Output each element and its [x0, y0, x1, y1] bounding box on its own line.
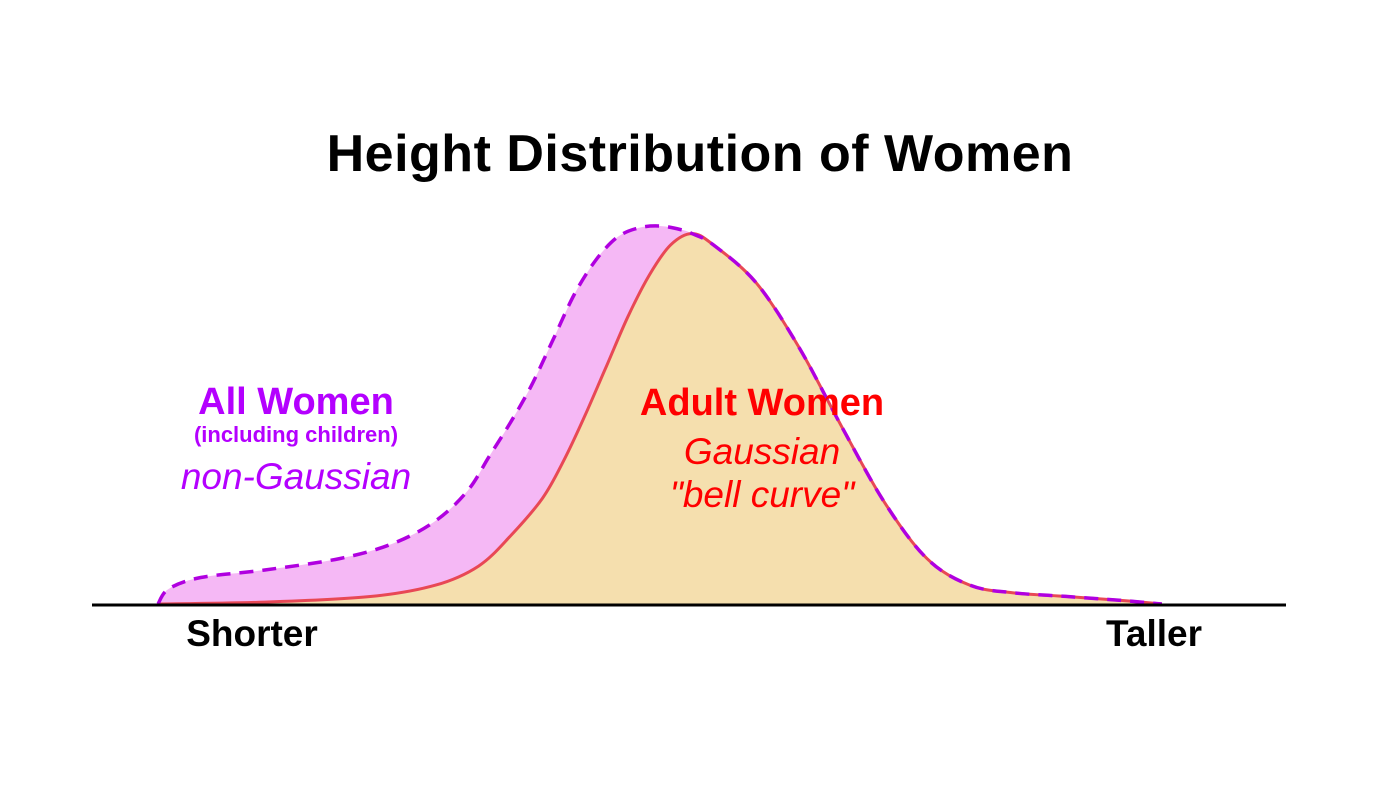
adult-women-description-line2: "bell curve": [669, 474, 855, 515]
x-tick-label-shorter: Shorter: [186, 613, 318, 654]
all-women-line: [156, 224, 1163, 606]
chart-title: Height Distribution of Women: [326, 125, 1074, 183]
all-women-description: non-Gaussian: [180, 456, 412, 497]
x-tick-label-taller: Taller: [1106, 613, 1202, 654]
adult-women-label: Adult Women: [639, 382, 885, 424]
all-women-label: All Women: [198, 381, 394, 423]
adult-women-area: [158, 233, 1226, 604]
all-women-subtitle: (including children): [193, 422, 399, 447]
adult-women-description-line1: Gaussian: [683, 431, 841, 472]
adult-women-line: [157, 232, 1163, 606]
